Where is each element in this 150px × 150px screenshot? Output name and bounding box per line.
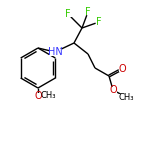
Text: O: O (34, 91, 42, 101)
Bar (64, 11, 72, 17)
Text: HN: HN (48, 47, 62, 57)
Bar (34, 93, 42, 99)
Text: CH₃: CH₃ (118, 93, 134, 102)
Bar (41, 93, 55, 99)
Bar (84, 9, 92, 15)
Text: O: O (118, 64, 126, 74)
Text: CH₃: CH₃ (40, 92, 56, 100)
Bar (48, 48, 62, 56)
Text: F: F (85, 7, 91, 17)
Bar (119, 93, 133, 101)
Bar (118, 66, 126, 72)
Bar (96, 19, 102, 25)
Bar (110, 87, 117, 93)
Text: F: F (65, 9, 71, 19)
Text: O: O (109, 85, 117, 95)
Text: F: F (96, 17, 102, 27)
